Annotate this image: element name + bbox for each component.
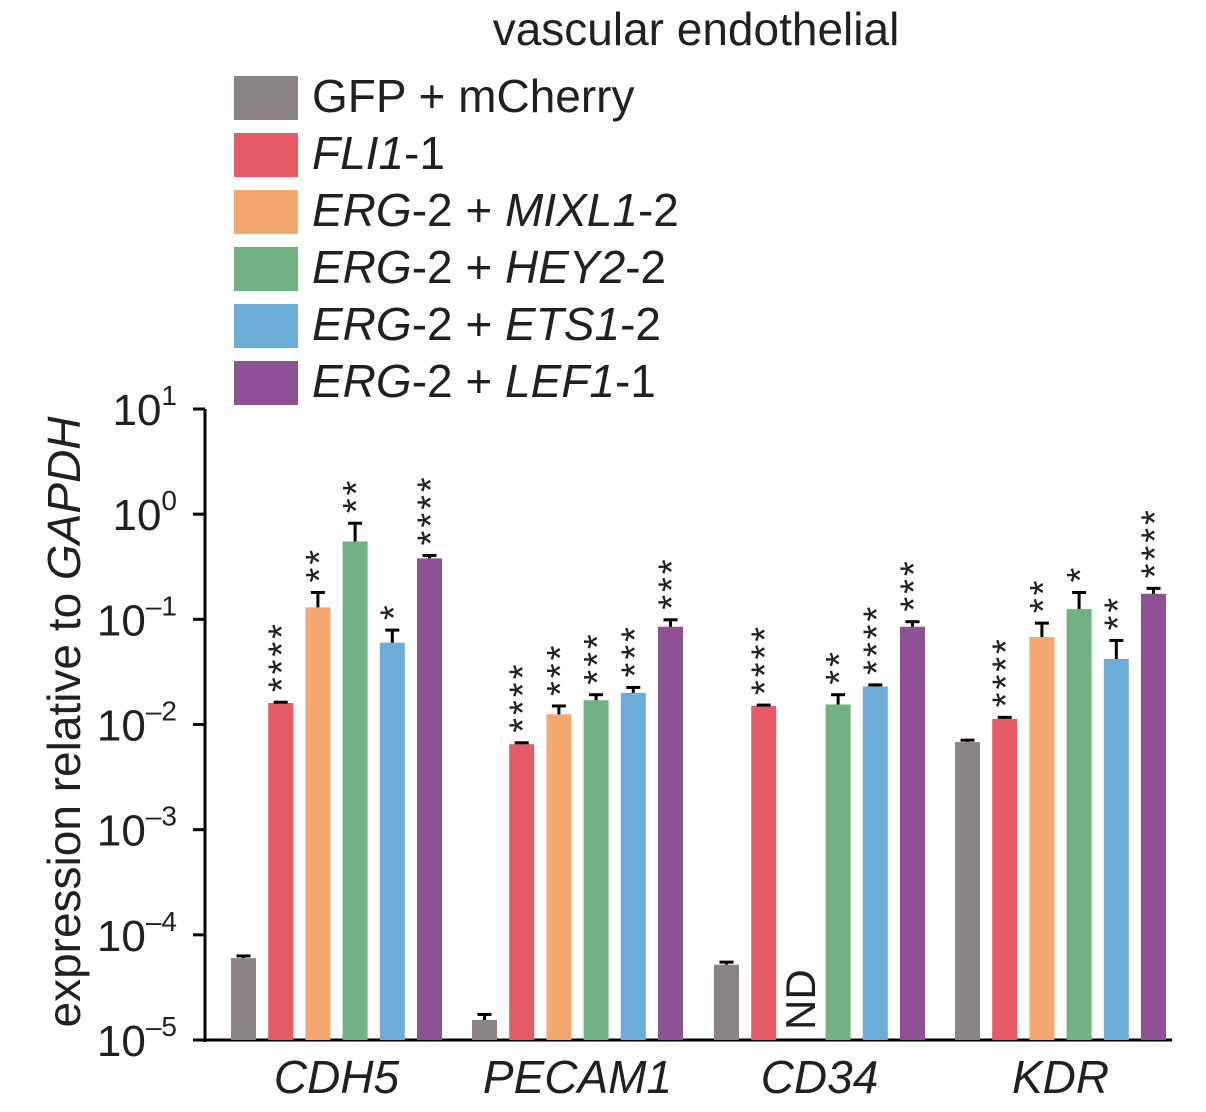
significance-stars: ***	[540, 643, 582, 696]
bar	[1141, 593, 1166, 1040]
significance-stars: **	[1023, 578, 1065, 614]
bar	[268, 703, 294, 1040]
bar	[417, 558, 442, 1040]
bar	[751, 705, 777, 1040]
significance-stars: ***	[894, 558, 936, 611]
bar	[862, 686, 888, 1040]
significance-stars: **	[819, 649, 861, 685]
legend-label: FLI1-1	[312, 127, 445, 179]
y-tick-label: 10–1	[97, 590, 177, 645]
significance-stars: ***	[577, 631, 619, 684]
y-tick-label: 10–4	[97, 906, 177, 961]
significance-stars: **	[299, 547, 341, 583]
bar	[472, 1019, 497, 1040]
x-category-label: CDH5	[274, 1051, 400, 1103]
significance-stars: ****	[262, 621, 304, 692]
legend-label: ERG-2 + HEY2-2	[312, 241, 667, 293]
significance-stars: *	[373, 602, 415, 620]
significance-stars: ***	[652, 556, 694, 609]
bar	[1103, 658, 1129, 1040]
legend-swatch	[234, 190, 298, 234]
bar	[546, 714, 572, 1040]
x-category-label: KDR	[1012, 1051, 1109, 1103]
bar	[658, 626, 683, 1040]
significance-stars: **	[1097, 595, 1139, 631]
x-category-label: CD34	[761, 1051, 879, 1103]
significance-stars: ****	[986, 636, 1028, 707]
bar	[900, 626, 925, 1040]
bar	[714, 964, 739, 1040]
y-axis-label: expression relative to GAPDH	[38, 416, 90, 1028]
legend-swatch	[234, 247, 298, 291]
bar	[379, 642, 405, 1040]
legend-swatch	[234, 304, 298, 348]
legend-label: GFP + mCherry	[312, 70, 635, 122]
bar	[1029, 636, 1055, 1040]
y-tick-label: 100	[112, 485, 177, 540]
bar	[231, 958, 256, 1040]
bar	[509, 744, 535, 1040]
bar	[955, 742, 980, 1040]
significance-stars: ****	[745, 624, 787, 695]
bar	[825, 704, 851, 1040]
legend-swatch	[234, 361, 298, 405]
bar	[1066, 609, 1092, 1040]
bar	[620, 692, 646, 1040]
chart-title: vascular endothelial	[493, 3, 900, 55]
bar	[342, 541, 368, 1040]
legend-swatch	[234, 76, 298, 120]
nd-label: ND	[777, 969, 824, 1030]
significance-stars: ***	[614, 624, 656, 677]
legend-label: ERG-2 + MIXL1-2	[312, 184, 679, 236]
significance-stars: ****	[411, 474, 453, 545]
bar	[305, 607, 331, 1040]
y-tick-label: 10–3	[97, 801, 177, 856]
significance-stars: ****	[503, 662, 545, 733]
legend-swatch	[234, 133, 298, 177]
significance-stars: *	[1060, 565, 1102, 583]
significance-stars: ****	[1135, 507, 1177, 578]
significance-stars: **	[336, 478, 378, 514]
y-tick-label: 101	[112, 380, 177, 435]
y-tick-label: 10–2	[97, 696, 177, 751]
legend-label: ERG-2 + ETS1-2	[312, 298, 661, 350]
bar	[583, 700, 609, 1040]
significance-stars: ****	[856, 604, 898, 675]
bar	[992, 718, 1018, 1040]
legend-label: ERG-2 + LEF1-1	[312, 355, 656, 407]
y-tick-label: 10–5	[97, 1011, 177, 1066]
x-category-label: PECAM1	[483, 1051, 672, 1103]
